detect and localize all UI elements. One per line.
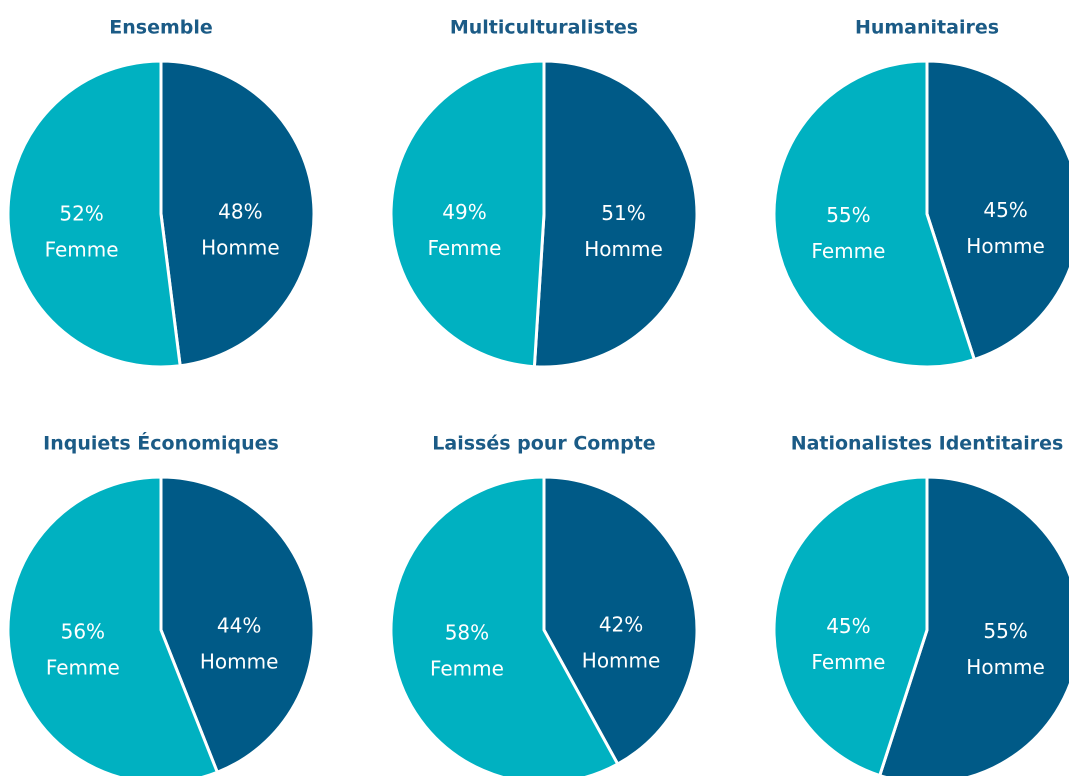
value-label: 58% bbox=[445, 620, 489, 644]
value-label: 51% bbox=[601, 201, 645, 225]
value-label: 55% bbox=[826, 203, 870, 227]
category-label: Femme bbox=[430, 656, 504, 680]
category-label: Homme bbox=[201, 236, 280, 260]
pie-slice bbox=[925, 59, 1069, 362]
chart-title: Inquiets Économiques bbox=[43, 432, 279, 455]
pie-slice bbox=[6, 475, 220, 776]
category-label: Homme bbox=[582, 649, 661, 673]
pie-slice bbox=[772, 475, 929, 776]
category-label: Femme bbox=[46, 655, 120, 679]
category-label: Femme bbox=[45, 237, 119, 261]
pie-slice bbox=[389, 59, 546, 369]
chart-title: Ensemble bbox=[109, 17, 213, 39]
pie-slice bbox=[532, 59, 699, 369]
value-label: 52% bbox=[59, 201, 103, 225]
chart-title: Laissés pour Compte bbox=[432, 433, 655, 455]
value-label: 45% bbox=[983, 198, 1027, 222]
pie-slice bbox=[6, 59, 182, 369]
chart-title: Humanitaires bbox=[855, 17, 999, 39]
pie-slice bbox=[542, 475, 699, 767]
pie-slice bbox=[772, 59, 977, 369]
category-label: Femme bbox=[811, 650, 885, 674]
pie-slice bbox=[159, 59, 316, 368]
value-label: 48% bbox=[218, 200, 262, 224]
category-label: Femme bbox=[811, 239, 885, 263]
category-label: Homme bbox=[966, 655, 1045, 679]
value-label: 56% bbox=[61, 619, 105, 643]
value-label: 55% bbox=[983, 619, 1027, 643]
value-label: 42% bbox=[599, 613, 643, 637]
category-label: Homme bbox=[966, 234, 1045, 258]
value-label: 45% bbox=[826, 614, 870, 638]
chart-title: Multiculturalistes bbox=[450, 17, 638, 39]
pie-slice bbox=[159, 475, 316, 775]
category-label: Homme bbox=[200, 650, 279, 674]
value-label: 44% bbox=[217, 614, 261, 638]
chart-title: Nationalistes Identitaires bbox=[791, 433, 1064, 455]
pie-slice bbox=[389, 475, 620, 776]
value-label: 49% bbox=[442, 200, 486, 224]
category-label: Homme bbox=[584, 237, 663, 261]
category-label: Femme bbox=[427, 236, 501, 260]
